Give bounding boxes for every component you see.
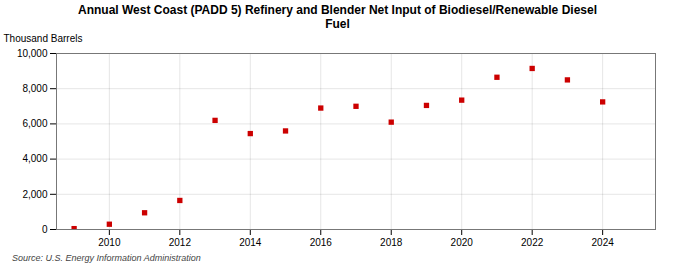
svg-text:2010: 2010 xyxy=(98,237,121,248)
svg-text:4,000: 4,000 xyxy=(22,153,47,164)
svg-text:6,000: 6,000 xyxy=(22,118,47,129)
svg-text:Thousand Barrels: Thousand Barrels xyxy=(4,33,83,44)
svg-text:2012: 2012 xyxy=(169,237,192,248)
svg-text:2014: 2014 xyxy=(239,237,262,248)
svg-text:2018: 2018 xyxy=(380,237,403,248)
svg-text:2016: 2016 xyxy=(310,237,333,248)
svg-text:2020: 2020 xyxy=(451,237,474,248)
html-text:Source: U.S. Energy Informatio: Source: U.S. Energy Information Administ… xyxy=(12,253,201,263)
svg-text:0: 0 xyxy=(42,224,48,235)
svg-text:8,000: 8,000 xyxy=(22,83,47,94)
html-text:Annual West Coast (PADD 5) Ref: Annual West Coast (PADD 5) Refinery and … xyxy=(78,3,597,31)
svg-text:2024: 2024 xyxy=(592,237,615,248)
svg-text:10,000: 10,000 xyxy=(17,48,48,59)
svg-text:2022: 2022 xyxy=(521,237,544,248)
svg-text:2,000: 2,000 xyxy=(22,189,47,200)
